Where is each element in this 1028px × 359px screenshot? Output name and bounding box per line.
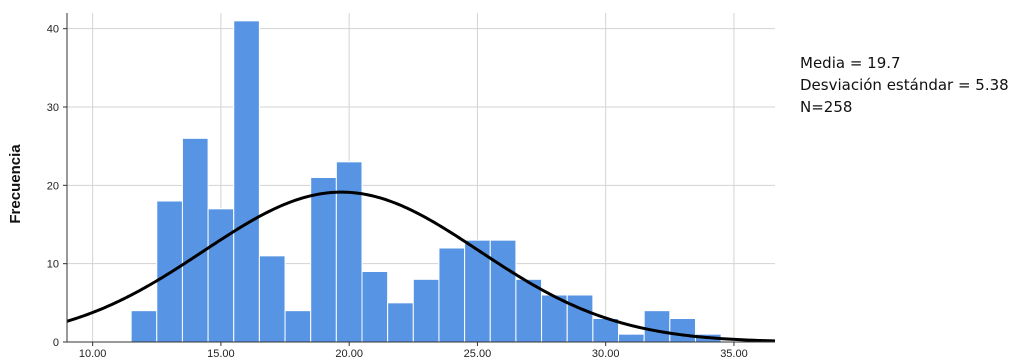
- histogram-bar: [361, 271, 389, 343]
- histogram-bar: [335, 161, 363, 343]
- axes: [66, 13, 775, 343]
- n-text: N=258: [800, 98, 853, 116]
- y-tick-label: 30: [47, 102, 59, 114]
- histogram-bar: [130, 310, 158, 343]
- histogram-bar: [233, 20, 260, 343]
- histogram-bar: [541, 294, 568, 343]
- histogram-chart: 10.00 15.00 20.00 25.00 30.00 35.00 0 10 20 30 40…: [7, 13, 776, 359]
- x-tick-label: 25.00: [464, 348, 492, 359]
- histogram-bar: [489, 239, 517, 343]
- x-tick-label: 10.00: [79, 348, 107, 359]
- y-axis-label: Frecuencia: [7, 144, 24, 224]
- histogram-bar: [618, 333, 645, 343]
- sd-text: Desviación estándar = 5.38: [800, 76, 1009, 94]
- histogram-bar: [412, 278, 440, 343]
- histogram-bar: [258, 255, 286, 343]
- y-tick-label: 40: [47, 24, 59, 36]
- histogram-bar: [310, 177, 337, 343]
- histogram-bar: [643, 310, 671, 343]
- histogram-bar: [566, 294, 594, 343]
- y-tick-label: 10: [47, 259, 59, 271]
- summary-stats: Media = 19.7 Desviación estándar = 5.38 …: [800, 52, 1009, 118]
- histogram-bar: [284, 310, 312, 343]
- x-tick-label: 30.00: [592, 348, 620, 359]
- histogram-bar: [207, 208, 235, 343]
- x-tick-label: 35.00: [720, 348, 748, 359]
- x-tick-label: 15.00: [207, 348, 235, 359]
- y-tick-labels: 0 10 20 30 40: [47, 24, 67, 349]
- histogram-bar: [181, 137, 209, 343]
- y-tick-label: 20: [47, 180, 59, 192]
- mean-text: Media = 19.7: [800, 54, 901, 72]
- histogram-bar: [669, 318, 696, 343]
- histogram-bar: [387, 302, 414, 343]
- normal-curve: [66, 190, 776, 343]
- y-tick-label: 0: [53, 337, 59, 349]
- histogram-bars: [130, 20, 722, 343]
- x-tick-labels: 10.00 15.00 20.00 25.00 30.00 35.00: [79, 342, 748, 359]
- histogram-bar: [438, 247, 466, 343]
- x-tick-label: 20.00: [335, 348, 363, 359]
